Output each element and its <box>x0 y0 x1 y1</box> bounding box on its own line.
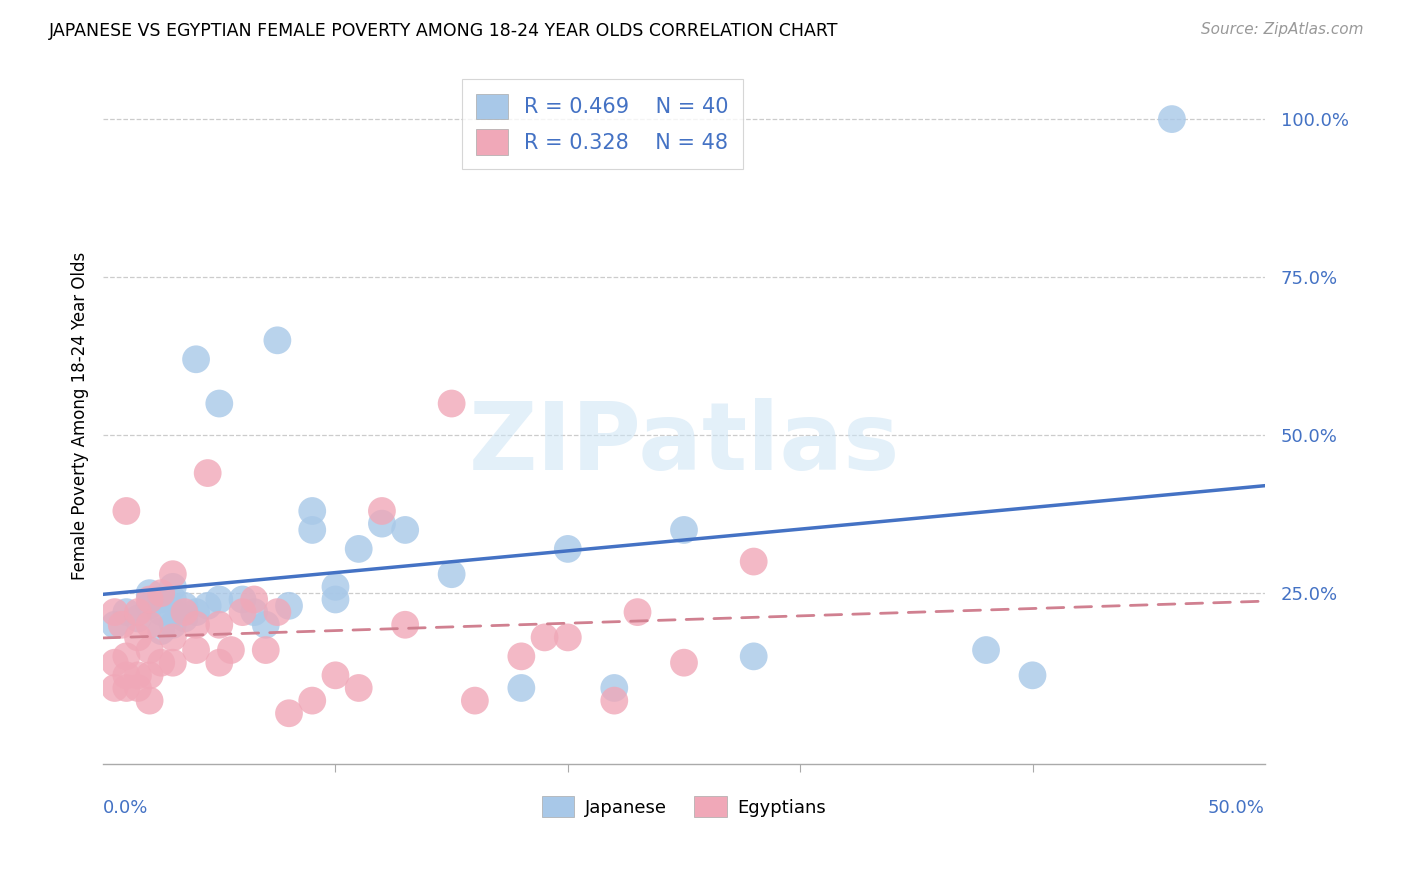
Point <box>347 681 370 695</box>
Text: ZIPatlas: ZIPatlas <box>468 398 900 490</box>
Point <box>111 617 134 632</box>
Text: Source: ZipAtlas.com: Source: ZipAtlas.com <box>1201 22 1364 37</box>
Point <box>254 643 277 657</box>
Point <box>325 592 347 607</box>
Point <box>115 605 138 619</box>
Point <box>115 668 138 682</box>
Point <box>510 649 533 664</box>
Point <box>127 605 149 619</box>
Point <box>197 466 219 480</box>
Point <box>173 599 195 613</box>
Point <box>138 668 160 682</box>
Point <box>301 693 323 707</box>
Y-axis label: Female Poverty Among 18-24 Year Olds: Female Poverty Among 18-24 Year Olds <box>72 252 89 581</box>
Point <box>219 643 242 657</box>
Point <box>173 605 195 619</box>
Point <box>150 605 173 619</box>
Text: 0.0%: 0.0% <box>103 798 149 816</box>
Point <box>184 617 207 632</box>
Point <box>557 631 579 645</box>
Point <box>974 643 997 657</box>
Legend: Japanese, Egyptians: Japanese, Egyptians <box>534 789 834 824</box>
Point <box>557 541 579 556</box>
Point <box>138 592 160 607</box>
Point <box>150 656 173 670</box>
Point <box>184 643 207 657</box>
Point <box>162 592 184 607</box>
Point <box>162 617 184 632</box>
Point <box>464 693 486 707</box>
Point <box>371 504 394 518</box>
Point <box>104 681 127 695</box>
Point <box>278 706 301 721</box>
Point <box>162 580 184 594</box>
Point <box>115 681 138 695</box>
Point <box>266 605 288 619</box>
Point <box>127 631 149 645</box>
Point <box>104 617 127 632</box>
Point <box>115 504 138 518</box>
Point <box>371 516 394 531</box>
Point <box>232 605 254 619</box>
Point <box>301 504 323 518</box>
Point <box>325 668 347 682</box>
Point <box>162 567 184 582</box>
Point <box>672 656 695 670</box>
Point <box>243 592 266 607</box>
Point <box>138 586 160 600</box>
Point <box>232 592 254 607</box>
Point <box>138 599 160 613</box>
Point <box>440 567 463 582</box>
Point <box>672 523 695 537</box>
Point <box>150 624 173 638</box>
Point <box>208 656 231 670</box>
Point <box>138 693 160 707</box>
Point <box>254 617 277 632</box>
Point <box>1021 668 1043 682</box>
Point <box>603 681 626 695</box>
Point <box>278 599 301 613</box>
Point <box>127 681 149 695</box>
Point <box>510 681 533 695</box>
Point <box>197 599 219 613</box>
Point <box>347 541 370 556</box>
Point <box>742 649 765 664</box>
Point <box>138 643 160 657</box>
Point <box>162 656 184 670</box>
Point <box>173 611 195 625</box>
Point <box>266 334 288 348</box>
Point <box>325 580 347 594</box>
Point <box>440 396 463 410</box>
Point <box>138 617 160 632</box>
Point <box>127 611 149 625</box>
Point <box>115 649 138 664</box>
Point <box>162 631 184 645</box>
Point <box>533 631 555 645</box>
Point <box>742 555 765 569</box>
Point <box>162 605 184 619</box>
Point <box>184 352 207 367</box>
Point <box>184 605 207 619</box>
Text: 50.0%: 50.0% <box>1208 798 1265 816</box>
Point <box>208 396 231 410</box>
Point <box>104 605 127 619</box>
Point <box>603 693 626 707</box>
Point <box>127 668 149 682</box>
Point <box>301 523 323 537</box>
Point <box>150 586 173 600</box>
Point <box>394 617 416 632</box>
Point <box>208 592 231 607</box>
Text: JAPANESE VS EGYPTIAN FEMALE POVERTY AMONG 18-24 YEAR OLDS CORRELATION CHART: JAPANESE VS EGYPTIAN FEMALE POVERTY AMON… <box>49 22 839 40</box>
Point <box>1161 112 1184 127</box>
Point <box>243 605 266 619</box>
Point <box>626 605 648 619</box>
Point <box>104 656 127 670</box>
Point <box>208 617 231 632</box>
Point <box>150 592 173 607</box>
Point <box>394 523 416 537</box>
